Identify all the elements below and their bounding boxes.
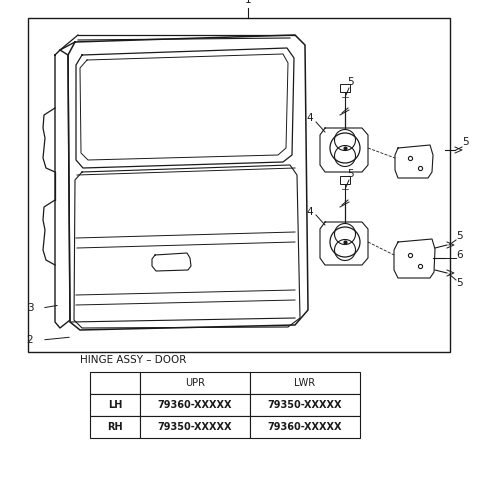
Text: UPR: UPR bbox=[185, 378, 205, 388]
Text: LH: LH bbox=[108, 400, 122, 410]
Bar bbox=[340, 84, 350, 92]
Text: 5: 5 bbox=[456, 278, 463, 288]
Text: HINGE ASSY – DOOR: HINGE ASSY – DOOR bbox=[80, 355, 186, 365]
Text: RH: RH bbox=[107, 422, 123, 432]
Bar bbox=[250, 394, 360, 416]
Text: LWR: LWR bbox=[294, 378, 315, 388]
Bar bbox=[140, 394, 250, 416]
Text: 4: 4 bbox=[307, 207, 313, 217]
Text: 6: 6 bbox=[456, 250, 463, 260]
Bar bbox=[140, 416, 250, 438]
Text: 5: 5 bbox=[462, 137, 468, 147]
Text: 5: 5 bbox=[456, 231, 463, 241]
Bar bbox=[340, 176, 350, 184]
Bar bbox=[250, 416, 360, 438]
Bar bbox=[90, 394, 140, 416]
Text: 79350-XXXXX: 79350-XXXXX bbox=[158, 422, 232, 432]
Text: 79360-XXXXX: 79360-XXXXX bbox=[158, 400, 232, 410]
Bar bbox=[28, 18, 450, 352]
Text: 4: 4 bbox=[307, 113, 313, 123]
Text: 5: 5 bbox=[347, 169, 353, 179]
Text: 79360-XXXXX: 79360-XXXXX bbox=[268, 422, 342, 432]
Text: 5: 5 bbox=[347, 77, 353, 87]
Bar bbox=[250, 372, 360, 394]
Text: 2: 2 bbox=[27, 335, 33, 345]
Bar bbox=[90, 372, 140, 394]
Bar bbox=[140, 372, 250, 394]
Text: 3: 3 bbox=[27, 303, 33, 313]
Bar bbox=[90, 416, 140, 438]
Text: 79350-XXXXX: 79350-XXXXX bbox=[268, 400, 342, 410]
Text: 1: 1 bbox=[245, 0, 252, 5]
